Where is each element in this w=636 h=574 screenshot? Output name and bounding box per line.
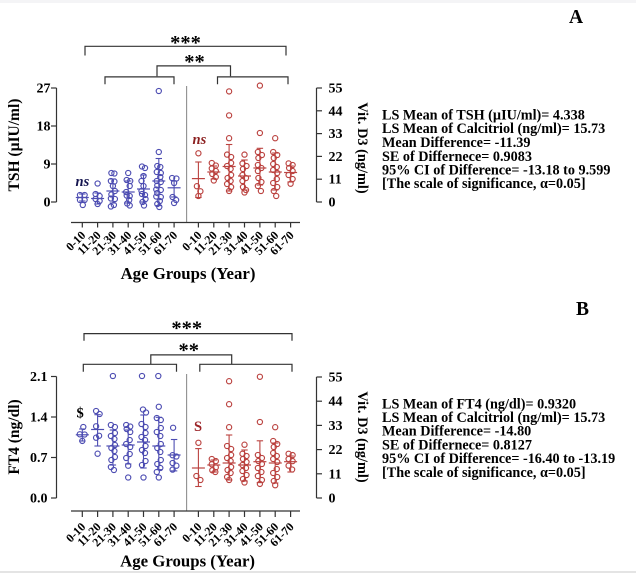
svg-text:B: B	[576, 299, 589, 320]
svg-text:22: 22	[329, 443, 343, 458]
svg-text:Age Groups (Year): Age Groups (Year)	[121, 264, 256, 283]
svg-text:TSH (µIU/ml): TSH (µIU/ml)	[6, 99, 23, 192]
svg-text:27: 27	[37, 82, 51, 97]
svg-text:1.4: 1.4	[30, 411, 48, 426]
svg-text:ns: ns	[76, 174, 90, 190]
svg-text:0: 0	[44, 196, 51, 211]
svg-text:0: 0	[329, 492, 336, 507]
svg-text:$: $	[77, 406, 84, 422]
svg-text:0.0: 0.0	[30, 492, 48, 507]
svg-text:***: ***	[170, 32, 201, 54]
svg-text:LS Mean of FT4 (ng/dl)= 0.9320: LS Mean of FT4 (ng/dl)= 0.9320	[382, 396, 576, 412]
svg-text:55: 55	[329, 371, 343, 386]
svg-text:LS Mean of TSH (µIU/ml)= 4.338: LS Mean of TSH (µIU/ml)= 4.338	[382, 108, 585, 124]
svg-text:0: 0	[329, 196, 336, 211]
svg-text:Vit. D3 (ng/ml): Vit. D3 (ng/ml)	[354, 391, 370, 482]
svg-text:33: 33	[329, 419, 343, 434]
svg-text:ns: ns	[193, 132, 207, 148]
svg-text:Age Groups (Year): Age Groups (Year)	[120, 552, 255, 571]
svg-text:22: 22	[329, 150, 343, 165]
svg-text:44: 44	[329, 395, 343, 410]
svg-text:[The scale of significance, α=: [The scale of significance, α=0.05]	[382, 465, 586, 481]
svg-text:Mean Difference= -14.80: Mean Difference= -14.80	[382, 424, 531, 440]
svg-text:Vit. D3 (ng/ml): Vit. D3 (ng/ml)	[354, 102, 370, 193]
svg-text:**: **	[179, 339, 200, 361]
svg-text:2.1: 2.1	[30, 370, 48, 385]
svg-text:LS Mean of Calcitriol (ng/ml)=: LS Mean of Calcitriol (ng/ml)= 15.73	[382, 121, 605, 137]
svg-text:33: 33	[329, 127, 343, 142]
svg-text:0.7: 0.7	[30, 451, 48, 466]
svg-text:SE of Differnece= 0.9083: SE of Differnece= 0.9083	[382, 149, 532, 165]
svg-text:**: **	[184, 51, 205, 73]
svg-text:95% CI of Difference= -13.18 t: 95% CI of Difference= -13.18 to 9.599	[382, 163, 610, 179]
svg-text:11: 11	[329, 467, 342, 482]
svg-text:18: 18	[37, 120, 51, 135]
svg-text:95% CI of Difference= -16.40 t: 95% CI of Difference= -16.40 to -13.19	[382, 451, 615, 467]
svg-text:S: S	[194, 419, 202, 435]
svg-text:***: ***	[171, 317, 202, 339]
svg-text:9: 9	[44, 158, 51, 173]
svg-text:44: 44	[329, 104, 343, 119]
svg-text:A: A	[569, 7, 583, 28]
svg-text:55: 55	[329, 82, 343, 97]
svg-text:FT4 (ng/dl): FT4 (ng/dl)	[6, 399, 23, 474]
svg-text:11: 11	[329, 173, 342, 188]
svg-text:Mean Difference= -11.39: Mean Difference= -11.39	[382, 135, 530, 151]
svg-text:[The scale of significance, α=: [The scale of significance, α=0.05]	[382, 176, 586, 192]
svg-text:LS Mean of Calcitriol (ng/ml)=: LS Mean of Calcitriol (ng/ml)= 15.73	[382, 410, 605, 426]
svg-text:SE of Differnece= 0.8127: SE of Differnece= 0.8127	[382, 437, 532, 453]
